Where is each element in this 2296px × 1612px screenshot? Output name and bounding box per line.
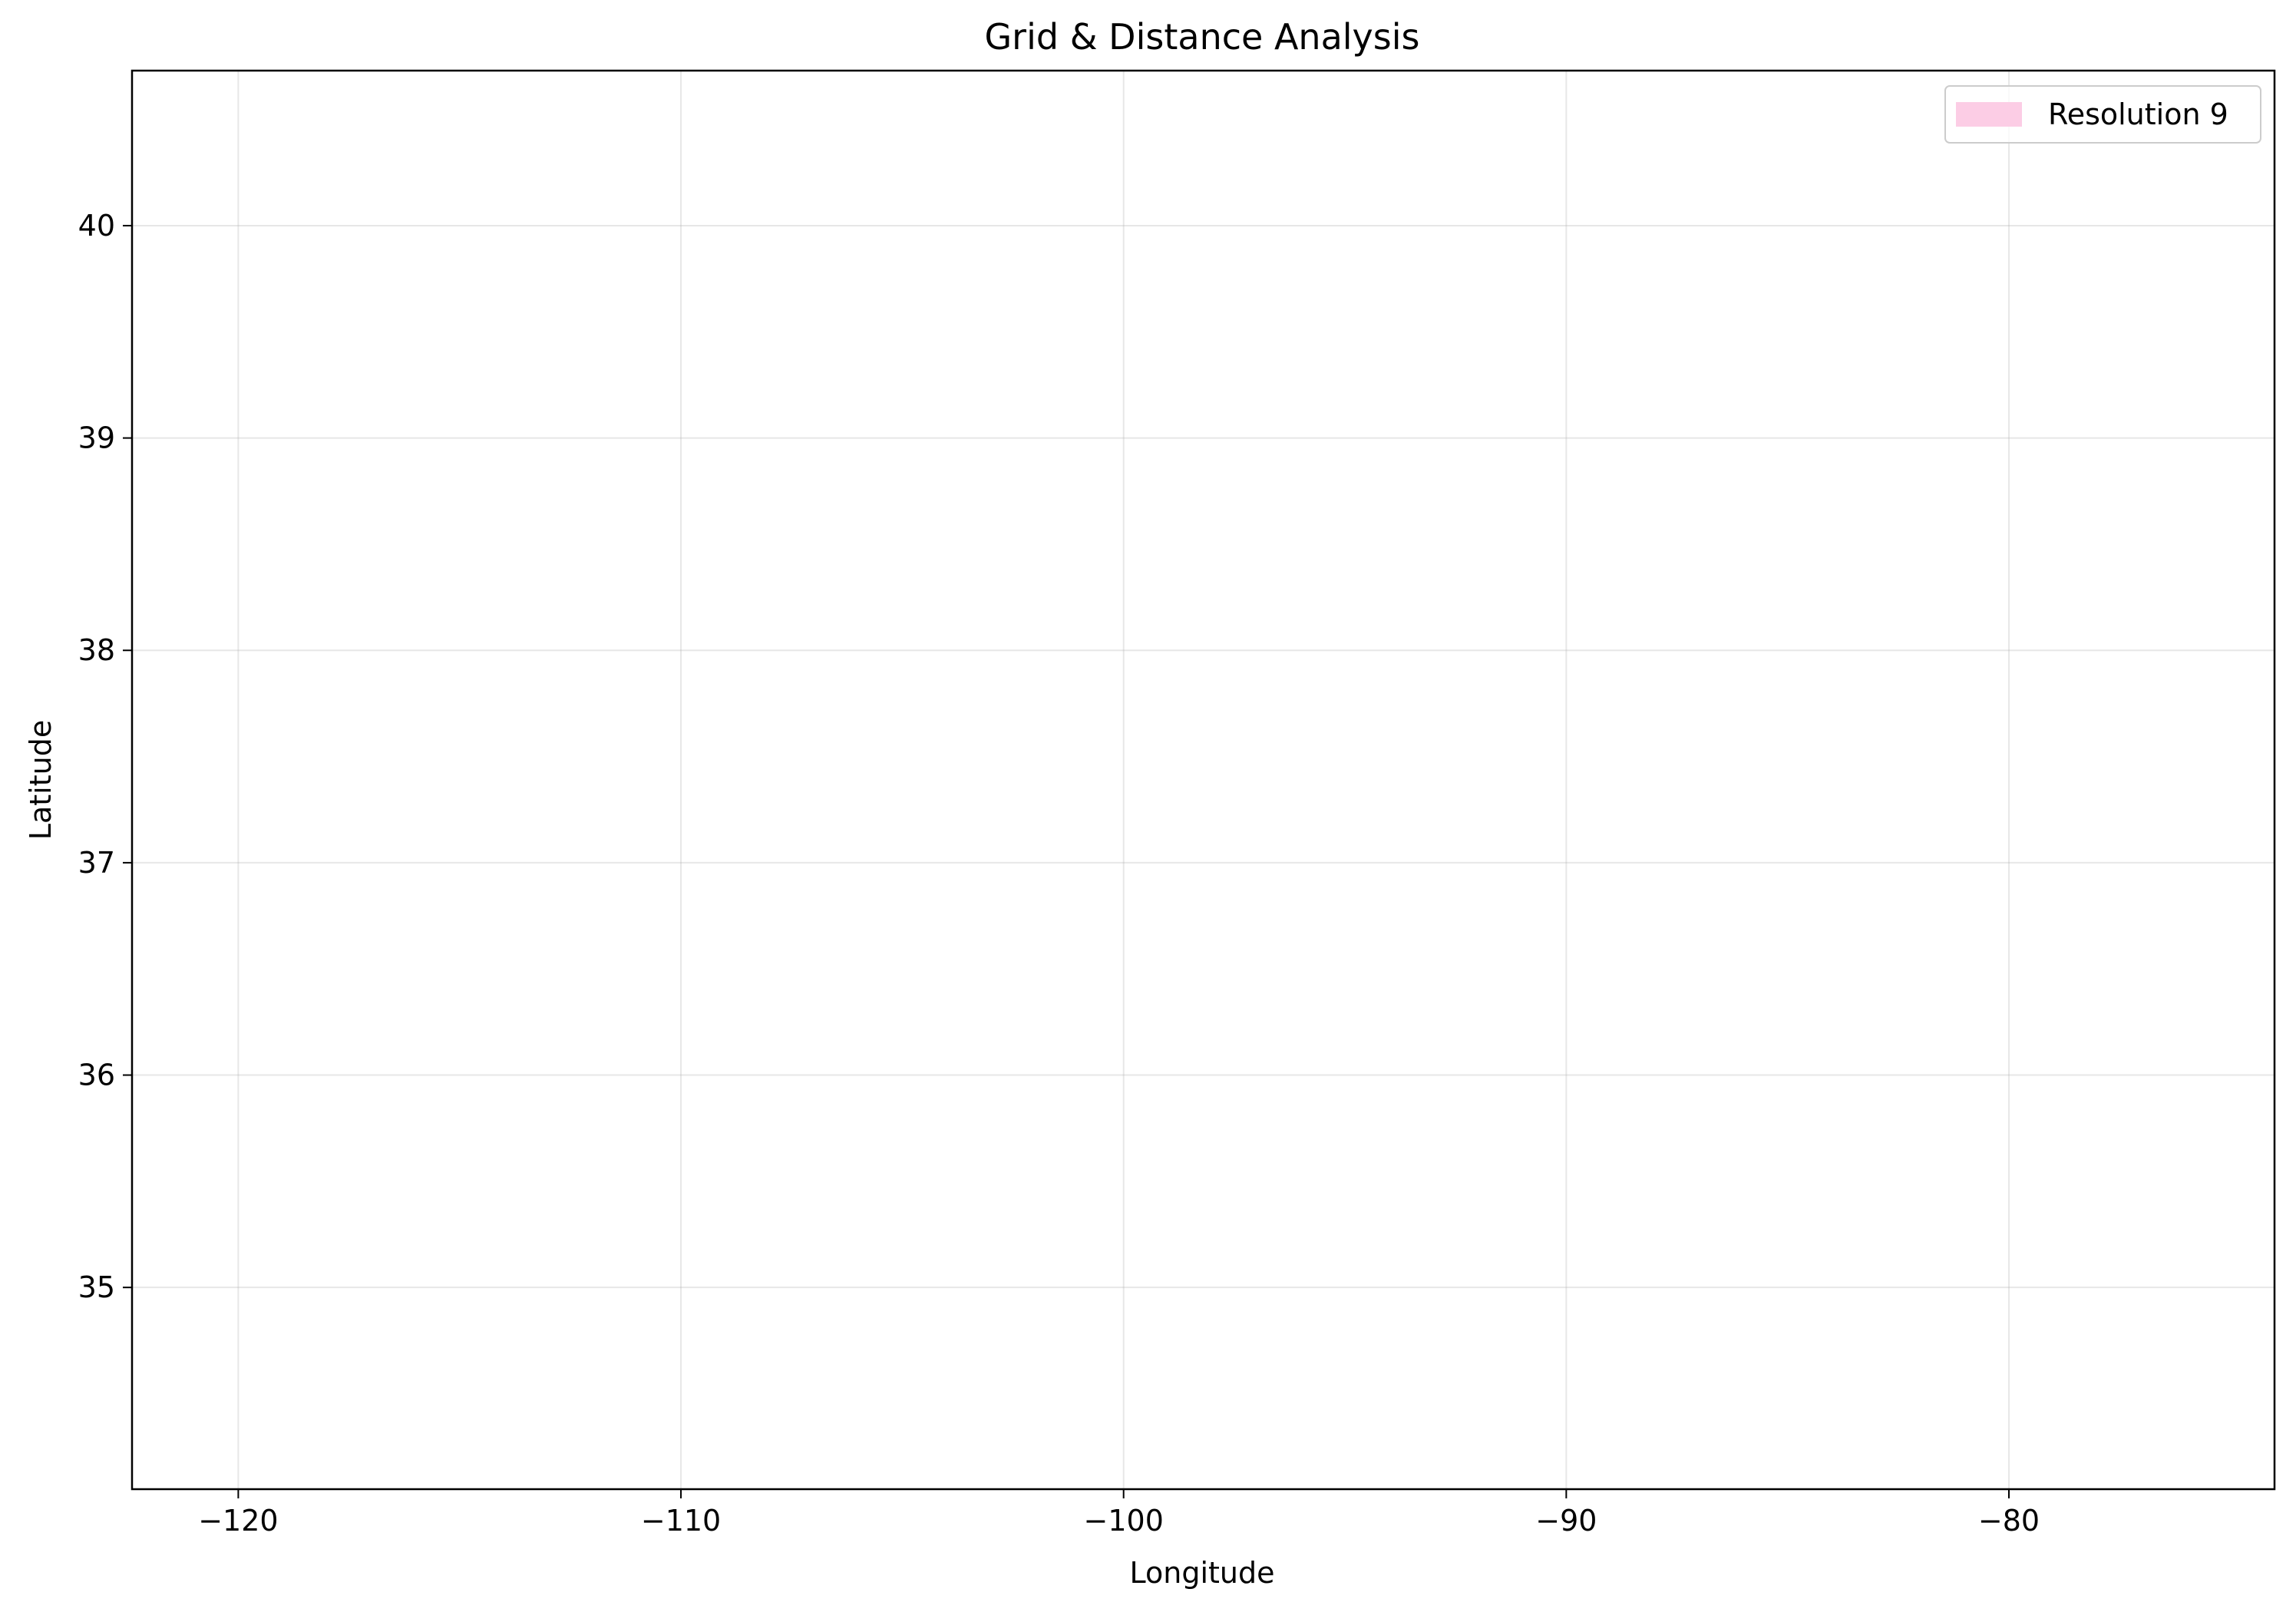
- y-tick-label: 36: [78, 1059, 115, 1092]
- legend-box: [1944, 85, 2261, 144]
- x-tick-label: −80: [1978, 1504, 2040, 1538]
- y-tick-label: 35: [78, 1270, 115, 1304]
- x-tick-label: −110: [641, 1504, 721, 1538]
- x-tick-label: −90: [1535, 1504, 1597, 1538]
- legend-label: Resolution 9: [2048, 97, 2228, 131]
- chart-title: Grid & Distance Analysis: [985, 16, 1420, 58]
- legend: Resolution 9: [1944, 85, 2261, 144]
- plot-frame: [130, 69, 2276, 1491]
- x-tick-label: −120: [198, 1504, 278, 1538]
- y-tick-label: 38: [78, 633, 115, 667]
- grid-layer: [132, 71, 2275, 1489]
- x-axis: −120 −110 −100 −90 −80: [198, 1489, 2040, 1538]
- y-tick-label: 39: [78, 421, 115, 455]
- y-tick-label: 37: [78, 846, 115, 880]
- y-axis-title: Latitude: [24, 720, 58, 840]
- y-tick-label: 40: [78, 209, 115, 243]
- x-axis-title: Longitude: [1130, 1556, 1275, 1590]
- x-tick-label: −100: [1084, 1504, 1164, 1538]
- y-axis: 35 36 37 38 39 40: [78, 209, 132, 1304]
- legend-swatch: [1956, 102, 2022, 127]
